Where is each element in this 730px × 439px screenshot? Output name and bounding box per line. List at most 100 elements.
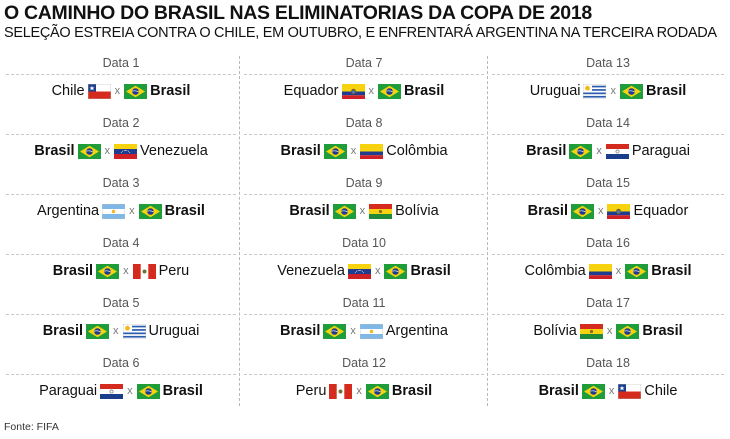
brasil-flag-icon — [569, 143, 593, 159]
colombia-flag-icon — [588, 263, 612, 279]
column-divider — [239, 56, 240, 406]
bolivia-flag-icon — [369, 203, 393, 219]
match-row: Paraguai x Brasil — [6, 380, 236, 402]
away-team-name: Brasil — [391, 383, 433, 399]
bolivia-flag-icon — [579, 323, 603, 339]
row-divider — [244, 74, 484, 75]
home-team-name: Colômbia — [524, 263, 586, 279]
home-team-name: Brasil — [289, 203, 330, 219]
brasil-flag-icon — [616, 323, 640, 339]
argentina-flag-icon — [359, 323, 383, 339]
home-team-name: Brasil — [52, 263, 94, 279]
match-row: Brasil x Peru — [6, 260, 236, 282]
versus-separator: x — [350, 145, 357, 157]
match-card: Data 13 Uruguai x Brasil — [492, 56, 724, 116]
match-date-label: Data 15 — [586, 176, 630, 190]
match-card: Data 17 Bolívia x Brasil — [492, 296, 724, 356]
brasil-flag-icon — [138, 203, 162, 219]
match-card: Data 18 Brasil x Chile — [492, 356, 724, 416]
equador-flag-icon — [607, 203, 631, 219]
row-divider — [244, 374, 484, 375]
match-date-label: Data 7 — [345, 56, 383, 70]
away-team-name: Argentina — [385, 323, 448, 339]
home-team-name: Brasil — [280, 143, 321, 159]
brasil-flag-icon — [570, 203, 594, 219]
match-date-label: Data 16 — [586, 236, 630, 250]
brasil-flag-icon — [365, 383, 389, 399]
match-date-label: Data 14 — [586, 116, 630, 130]
row-divider — [244, 254, 484, 255]
match-card: Data 6 Paraguai x Brasil — [6, 356, 236, 416]
versus-separator: x — [129, 205, 135, 217]
versus-separator: x — [127, 385, 133, 397]
chile-flag-icon — [87, 83, 111, 99]
away-team-name: Brasil — [162, 383, 203, 399]
versus-separator: x — [608, 385, 615, 397]
row-divider — [492, 134, 724, 135]
match-date-label: Data 2 — [102, 116, 140, 130]
match-date-label: Data 5 — [102, 296, 140, 310]
home-team-name: Brasil — [526, 143, 567, 159]
home-team-name: Peru — [295, 383, 327, 399]
home-team-name: Bolívia — [533, 323, 577, 339]
home-team-name: Uruguai — [529, 83, 581, 99]
venezuela-flag-icon — [114, 143, 138, 159]
away-team-name: Equador — [633, 203, 689, 219]
colombia-flag-icon — [360, 143, 384, 159]
match-card: Data 4 Brasil x Peru — [6, 236, 236, 296]
match-row: Peru x Brasil — [244, 380, 484, 402]
versus-separator: x — [615, 265, 622, 277]
away-team-name: Brasil — [642, 323, 683, 339]
match-row: Venezuela x Brasil — [244, 260, 484, 282]
home-team-name: Venezuela — [277, 263, 345, 279]
home-team-name: Paraguai — [39, 383, 98, 399]
versus-separator: x — [610, 85, 616, 97]
match-date-label: Data 9 — [345, 176, 383, 190]
match-row: Brasil x Bolívia — [244, 200, 484, 222]
page-title: O CAMINHO DO BRASIL NAS ELIMINATORIAS DA… — [4, 2, 592, 24]
away-team-name: Bolívia — [395, 203, 439, 219]
versus-separator: x — [597, 205, 604, 217]
brasil-flag-icon — [124, 83, 148, 99]
match-date-label: Data 3 — [102, 176, 140, 190]
page-subtitle: SELEÇÃO ESTREIA CONTRA O CHILE, EM OUTUB… — [4, 25, 717, 41]
equador-flag-icon — [341, 83, 365, 99]
peru-flag-icon — [329, 383, 353, 399]
home-team-name: Chile — [51, 83, 85, 99]
match-row: Brasil x Venezuela — [6, 140, 236, 162]
match-row: Brasil x Chile — [492, 380, 724, 402]
match-date-label: Data 4 — [102, 236, 140, 250]
argentina-flag-icon — [102, 203, 126, 219]
brasil-flag-icon — [332, 203, 356, 219]
match-row: Colômbia x Brasil — [492, 260, 724, 282]
versus-separator: x — [114, 85, 121, 97]
versus-separator: x — [356, 385, 362, 397]
home-team-name: Brasil — [34, 143, 75, 159]
brasil-flag-icon — [581, 383, 605, 399]
source-note: Fonte: FIFA — [4, 421, 59, 433]
brasil-flag-icon — [136, 383, 160, 399]
versus-separator: x — [374, 265, 381, 277]
match-card: Data 8 Brasil x Colômbia — [244, 116, 484, 176]
match-card: Data 12 Peru x Brasil — [244, 356, 484, 416]
match-card: Data 1 Chile x Brasil — [6, 56, 236, 116]
row-divider — [244, 314, 484, 315]
row-divider — [244, 194, 484, 195]
brasil-flag-icon — [86, 323, 110, 339]
match-card: Data 10 Venezuela x Brasil — [244, 236, 484, 296]
brasil-flag-icon — [625, 263, 649, 279]
match-card: Data 14 Brasil x Paraguai — [492, 116, 724, 176]
paraguai-flag-icon — [100, 383, 124, 399]
match-date-label: Data 1 — [102, 56, 140, 70]
match-card: Data 3 Argentina x Brasil — [6, 176, 236, 236]
match-date-label: Data 8 — [345, 116, 383, 130]
match-row: Bolívia x Brasil — [492, 320, 724, 342]
brasil-flag-icon — [323, 323, 347, 339]
match-row: Argentina x Brasil — [6, 200, 236, 222]
home-team-name: Brasil — [538, 383, 579, 399]
fixtures-grid: Data 1 Chile x Brasil Data 2 Brasil x Venezuela… — [0, 56, 730, 408]
versus-separator: x — [368, 85, 375, 97]
versus-separator: x — [113, 325, 119, 337]
brasil-flag-icon — [96, 263, 120, 279]
row-divider — [6, 254, 236, 255]
